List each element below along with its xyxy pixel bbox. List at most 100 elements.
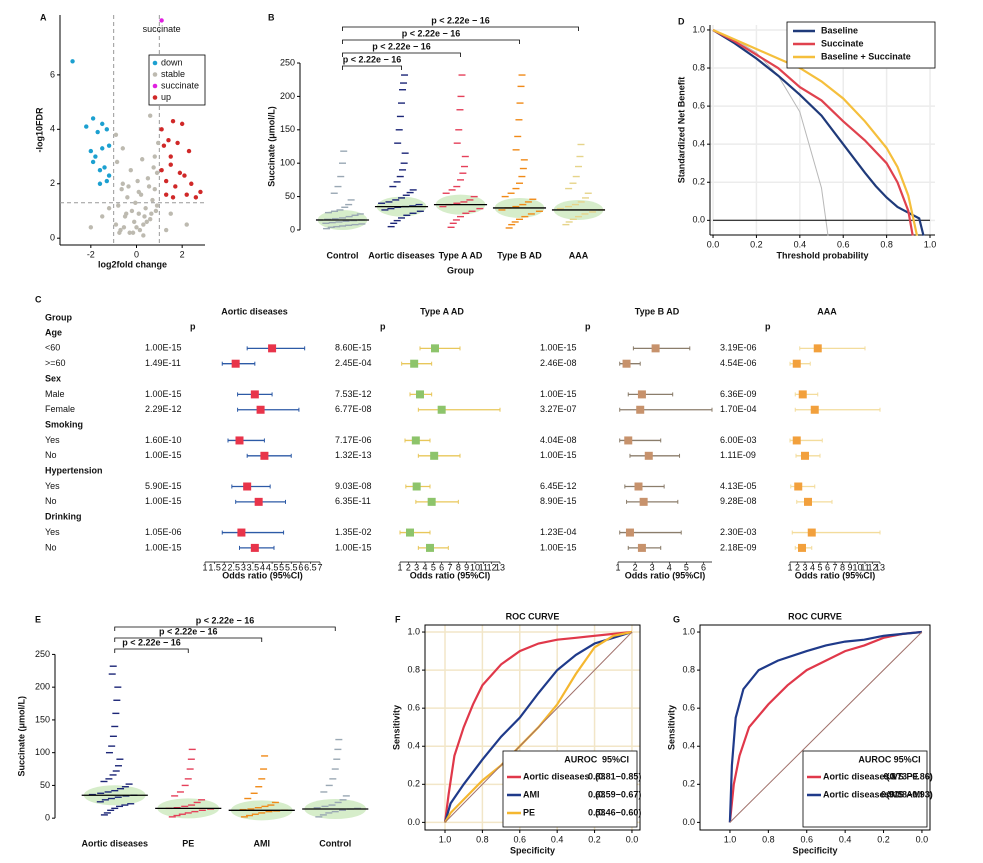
point (116, 203, 121, 208)
point (153, 208, 159, 214)
y-tick-label: 0.0 (682, 817, 695, 827)
point (120, 181, 125, 186)
plot-frame (699, 624, 931, 831)
x-tick-label: -2 (87, 249, 95, 259)
point (193, 195, 199, 200)
x-tick-label: 9 (847, 562, 852, 572)
point-label: succinate (143, 24, 181, 34)
point (147, 216, 153, 222)
panel-letter: B (268, 12, 275, 22)
p-value: 8.60E-15 (335, 343, 372, 353)
odds-ratio (260, 451, 269, 460)
x-tick-label: 11 (860, 562, 869, 572)
row-label: Yes (45, 435, 60, 445)
p-value: 1.00E-15 (145, 450, 182, 460)
x-tick-label: 1.0 (439, 834, 452, 844)
panel-letter: G (673, 614, 680, 624)
y-tick-label: 50 (40, 780, 50, 790)
x-tick-label: 0.0 (626, 834, 639, 844)
odds-ratio (235, 436, 244, 445)
y-tick-label: 0.4 (682, 741, 695, 751)
odds-ratio (237, 528, 246, 537)
odds-ratio (622, 359, 631, 368)
x-tick-label: 8 (840, 562, 845, 572)
legend-swatch (152, 95, 158, 100)
point (186, 148, 192, 154)
x-axis-title: Odds ratio (95%CI) (222, 570, 303, 580)
curve (444, 631, 633, 823)
x-tick-label: 7 (832, 562, 837, 572)
x-tick-label: 1 (397, 562, 402, 572)
point (130, 230, 136, 235)
point (135, 178, 140, 184)
x-tick-label: 5 (817, 562, 822, 572)
row-label: Yes (45, 527, 60, 537)
p-value: 6.36E-09 (720, 389, 757, 399)
bracket (342, 52, 461, 57)
y-tick-label: 0.8 (407, 664, 420, 674)
x-axis-title: Odds ratio (95%CI) (410, 570, 491, 580)
odds-ratio (410, 359, 419, 368)
y-tick-label: 0.2 (692, 177, 705, 187)
legend-ci: (0.46−0.60) (595, 807, 641, 817)
odds-ratio (639, 497, 648, 506)
point (90, 159, 96, 165)
point (90, 116, 96, 121)
x-tick-label: 5 (279, 562, 284, 572)
y-axis-title: Succinate (μmol/L) (266, 106, 276, 187)
point (104, 127, 110, 132)
p-value: 9.28E-08 (720, 496, 757, 506)
point (151, 165, 156, 170)
x-tick-label: 0.0 (707, 239, 720, 249)
bracket-label: p < 2.22e − 16 (372, 41, 431, 51)
forest-title: AAA (817, 306, 837, 316)
x-tick-label: 1.5 (208, 562, 221, 572)
bracket-label: p < 2.22e − 16 (159, 626, 218, 636)
x-tick-label: 1.0 (924, 239, 937, 249)
point (177, 170, 183, 176)
x-axis-title: Odds ratio (95%CI) (795, 570, 876, 580)
x-tick-label: 0.8 (762, 834, 775, 844)
p-value: 1.32E-13 (335, 450, 372, 460)
x-tick-label: 5.5 (285, 562, 298, 572)
point (100, 214, 105, 219)
bracket (342, 39, 520, 44)
row-group: Hypertension (45, 466, 103, 476)
x-tick-label: Type B AD (497, 250, 542, 260)
y-tick-label: 150 (35, 714, 50, 724)
point (113, 222, 119, 227)
odds-ratio (256, 405, 265, 414)
point (159, 18, 164, 23)
point (143, 206, 148, 211)
point (175, 140, 180, 146)
plot-frame (424, 624, 641, 831)
p-value: 6.35E-11 (335, 496, 371, 506)
point (152, 154, 157, 159)
point (140, 157, 145, 162)
y-tick-label: 0.2 (682, 779, 695, 789)
y-axis-title: -log10FDR (34, 107, 44, 153)
p-value: 4.04E-08 (540, 435, 577, 445)
point (132, 219, 137, 225)
odds-ratio (431, 344, 439, 353)
odds-ratio (411, 436, 420, 445)
x-axis-title: Specificity (792, 845, 837, 855)
legend-ci: (0.59−0.67) (595, 789, 641, 799)
legend-ci: (0.73−0.86) (886, 771, 932, 781)
x-tick-label: 13 (875, 562, 885, 572)
y-tick-label: 0.6 (692, 100, 705, 110)
point (127, 230, 132, 235)
row-label: <60 (45, 343, 60, 353)
x-tick-label: 0.4 (551, 834, 564, 844)
legend-box (802, 750, 928, 828)
x-tick-label: 1 (202, 562, 207, 572)
p-value: 1.70E-04 (720, 404, 757, 414)
curve (728, 630, 923, 823)
x-tick-label: 6 (298, 562, 303, 572)
p-value: 6.00E-03 (720, 435, 757, 445)
p-value: 1.00E-15 (540, 343, 577, 353)
row-label: No (45, 450, 57, 460)
odds-ratio (794, 482, 803, 491)
curve (712, 29, 925, 236)
legend-box (502, 750, 638, 828)
